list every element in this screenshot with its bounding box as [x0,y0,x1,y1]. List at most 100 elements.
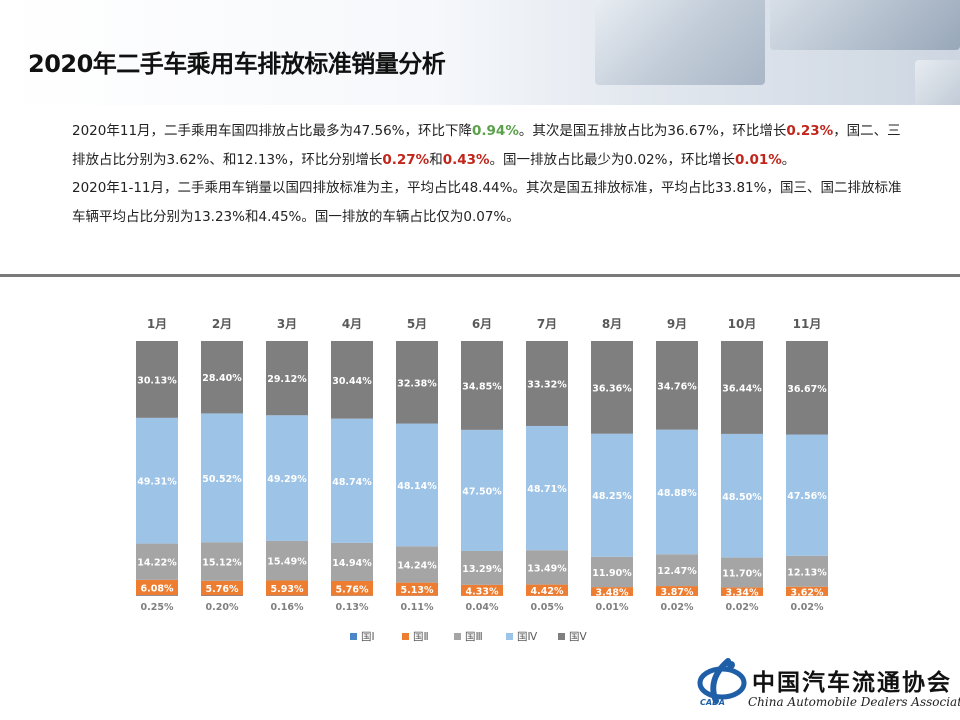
legend-swatch [402,633,409,640]
cada-emblem-icon [697,658,747,704]
bar-segment [201,341,243,414]
decorative-cube [915,60,960,105]
bar-segment [266,341,308,416]
bar-segment [461,584,503,596]
bar-segment [656,554,698,587]
legend-swatch [558,633,565,640]
stacked-bar-chart: 1月 0.25% 6.08% 14.22% 49.31% 30.13% 2月 0.20% 5.7… [136,317,828,643]
divider [0,274,960,277]
data-label: 36.36% [592,383,632,394]
data-label: 15.49% [267,557,307,568]
data-label: 49.31% [137,477,177,488]
data-label: 12.13% [787,567,827,578]
category-label: 8月 [602,317,622,331]
bar-segment [461,341,503,430]
legend-label: 国Ⅲ [465,631,483,643]
bar-segment [266,540,308,581]
bar-segment [721,433,763,558]
data-label: 0.11% [401,602,434,613]
logo-name-cn: 中国汽车流通协会 [752,669,952,696]
data-label: 0.16% [271,602,304,613]
data-label: 32.38% [397,378,437,389]
data-label: 5.76% [206,584,239,595]
data-label: 49.29% [267,474,307,485]
bar-segment [201,542,243,581]
bar-segment [721,341,763,434]
logo-abbreviation: CADA [700,698,725,707]
description-text: 。国一排放占比最少为0.02%，环比增长 [489,151,735,168]
highlight-value: 0.23% [786,123,834,139]
data-label: 47.50% [462,486,502,497]
bar-segment [331,341,373,419]
legend-swatch [454,633,461,640]
data-label: 0.25% [141,602,174,613]
bar-segment [396,341,438,424]
category-label: 11月 [793,317,822,331]
data-label: 14.22% [137,558,177,569]
data-label: 48.50% [722,492,762,503]
data-label: 48.14% [397,481,437,492]
data-label: 11.90% [592,568,632,579]
data-label: 3.48% [596,588,629,599]
association-logo: CADA 中国汽车流通协会 China Automobile Dealers A… [690,655,960,720]
bar-segment [136,579,178,596]
description-paragraph-ytd: 2020年1-11月，二手乘用车销量以国四排放标准为主，平均占比48.44%。其… [72,180,902,225]
data-label: 47.56% [787,491,827,502]
data-label: 13.49% [527,563,567,574]
data-label: 3.62% [791,587,824,598]
bar-segment [201,413,243,543]
category-label: 2月 [212,317,232,331]
data-label: 48.25% [592,491,632,502]
data-label: 29.12% [267,374,307,385]
bar-segment [591,341,633,434]
bar-segment [201,595,243,596]
data-label: 11.70% [722,569,762,580]
header-banner: 2020年二手车乘用车排放标准销量分析 [0,0,960,105]
bar-segment [396,423,438,547]
data-label: 3.87% [661,587,694,598]
bar-segment [656,429,698,555]
legend-label: 国Ⅰ [361,631,375,643]
bar-segment [526,341,568,426]
data-label: 0.20% [206,602,239,613]
bar-segment [136,341,178,418]
data-label: 14.94% [332,558,372,569]
data-label: 30.13% [137,375,177,386]
data-label: 48.88% [657,488,697,499]
data-label: 0.05% [531,602,564,613]
highlight-value: 0.01% [734,151,782,168]
data-label: 14.24% [397,560,437,571]
bar-segment [461,429,503,551]
data-label: 50.52% [202,474,242,485]
data-label: 5.93% [271,584,304,595]
data-label: 12.47% [657,566,697,577]
bar-segment [136,543,178,580]
bar-segment [201,580,243,596]
data-label: 48.74% [332,477,372,488]
description-text: 。 [781,151,796,168]
bar-segment [526,425,568,551]
bar-segment [591,587,633,596]
bar-segment [266,580,308,596]
legend-label: 国Ⅱ [413,631,429,643]
legend-label: 国Ⅳ [517,631,537,643]
bar-segment [331,542,373,581]
bar-segment [396,582,438,596]
data-label: 6.08% [141,584,174,595]
category-label: 4月 [342,317,362,331]
bar-segment [721,587,763,596]
bar-segment [786,341,828,435]
category-label: 3月 [277,317,297,331]
legend-label: 国Ⅴ [569,631,587,643]
page-title: 2020年二手车乘用车排放标准销量分析 [28,50,446,78]
category-label: 9月 [667,317,687,331]
data-label: 0.02% [726,602,759,613]
highlight-value: 0.43% [442,151,490,168]
data-label: 34.76% [657,381,697,392]
description-text: 。其次是国五排放占比为36.67%，环比增长 [518,123,787,139]
category-label: 10月 [728,317,757,331]
decorative-cube [595,0,765,85]
legend-swatch [350,633,357,640]
data-label: 48.71% [527,484,567,495]
data-label: 5.76% [336,584,369,595]
